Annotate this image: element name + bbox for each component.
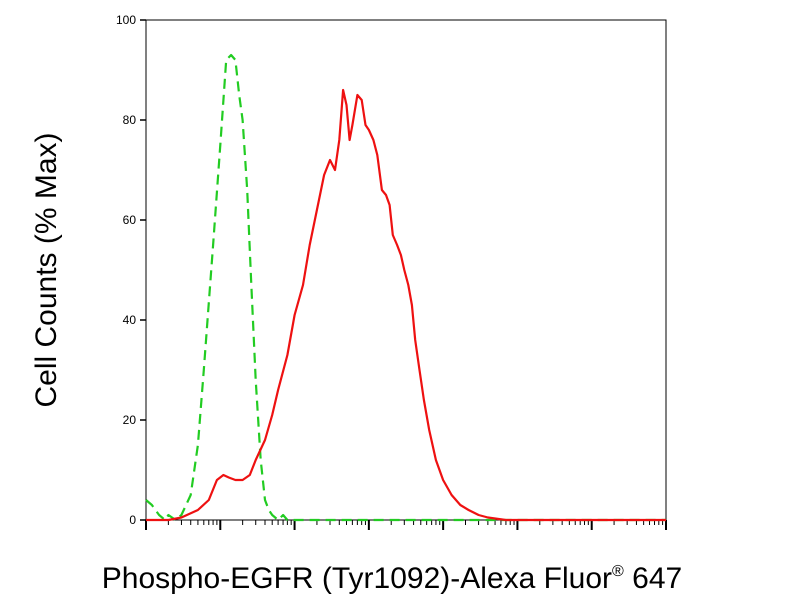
x-axis-title-main: Phospho-EGFR (Tyr1092)-Alexa Fluor — [102, 562, 612, 595]
series-layer — [145, 53, 666, 522]
series-line-dashed — [145, 53, 666, 522]
y-tick-label: 80 — [123, 113, 137, 127]
y-tick-label: 0 — [129, 513, 136, 527]
y-tick-label: 100 — [116, 13, 136, 27]
x-axis-title-registered: ® — [612, 563, 624, 580]
x-axis-title: Phospho-EGFR (Tyr1092)-Alexa Fluor® 647 — [102, 562, 682, 595]
y-tick-label: 20 — [123, 413, 137, 427]
y-tick-label: 40 — [123, 313, 137, 327]
x-axis-title-suffix: 647 — [624, 562, 682, 595]
series-line-solid — [146, 88, 666, 522]
y-axis-ticks: 0 20 40 60 80 100 — [116, 13, 146, 527]
x-axis-ticks — [145, 520, 667, 530]
y-tick-label: 60 — [123, 213, 137, 227]
y-axis-title: Cell Counts (% Max) — [30, 132, 63, 407]
